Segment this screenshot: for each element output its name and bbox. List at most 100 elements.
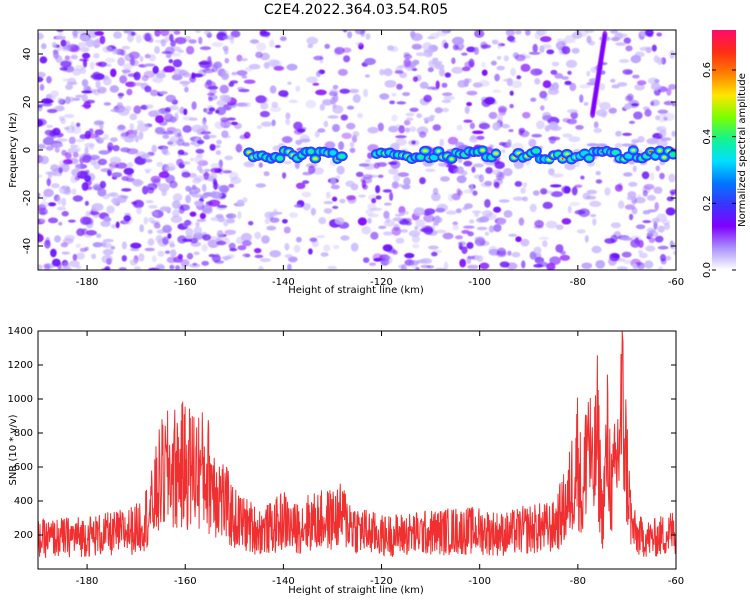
heatmap-noise-blob — [401, 184, 411, 190]
heatmap-noise-blob — [561, 218, 572, 225]
heatmap-noise-blob — [542, 240, 548, 248]
heatmap-noise-blob — [92, 242, 103, 248]
heatmap-noise-blob — [476, 226, 488, 231]
heatmap-noise-blob — [562, 118, 571, 123]
heatmap-noise-blob — [204, 30, 211, 36]
y-tick-label: 40 — [22, 48, 33, 61]
heatmap-noise-blob — [61, 197, 67, 207]
heatmap-noise-blob — [161, 146, 168, 155]
heatmap-noise-blob — [622, 69, 633, 75]
heatmap-noise-blob — [50, 248, 57, 258]
heatmap-noise-blob — [196, 218, 207, 222]
heatmap-noise-blob — [50, 164, 59, 172]
heatmap-noise-blob — [463, 119, 473, 123]
heatmap-noise-blob — [478, 216, 490, 223]
heatmap-noise-blob — [608, 257, 617, 266]
heatmap-noise-blob — [109, 85, 120, 93]
heatmap-noise-blob — [63, 163, 69, 173]
heatmap-noise-blob — [260, 121, 273, 127]
heatmap-noise-blob — [143, 63, 156, 67]
heatmap-noise-blob — [43, 188, 54, 198]
heatmap-noise-blob — [365, 33, 371, 40]
heatmap-noise-blob — [70, 144, 79, 148]
heatmap-noise-blob — [461, 246, 468, 255]
heatmap-noise-blob — [562, 133, 573, 138]
heatmap-noise-blob — [536, 30, 545, 36]
heatmap-noise-blob — [159, 91, 168, 95]
heatmap-noise-blob — [551, 61, 560, 67]
heatmap-noise-blob — [65, 125, 75, 134]
heatmap-noise-blob — [188, 39, 197, 44]
heatmap-noise-blob — [514, 54, 526, 62]
heatmap-noise-blob — [83, 85, 92, 92]
heatmap-noise-blob — [444, 72, 451, 78]
heatmap-noise-blob — [189, 237, 198, 244]
heatmap-noise-blob — [62, 78, 70, 82]
heatmap-noise-blob — [415, 219, 425, 228]
heatmap-noise-blob — [140, 153, 151, 159]
heatmap-noise-blob — [642, 210, 651, 215]
heatmap-noise-blob — [47, 174, 53, 179]
heatmap-noise-blob — [570, 111, 578, 120]
heatmap-noise-blob — [396, 101, 407, 105]
heatmap-noise-blob — [285, 118, 291, 126]
heatmap-noise-blob — [294, 204, 302, 208]
heatmap-noise-blob — [151, 144, 157, 153]
heatmap-noise-blob — [481, 69, 488, 76]
heatmap-noise-blob — [235, 143, 243, 153]
heatmap-noise-blob — [271, 119, 276, 127]
heatmap-noise-blob — [191, 101, 197, 110]
heatmap-noise-blob — [409, 107, 419, 113]
heatmap-noise-blob — [608, 107, 617, 114]
heatmap-noise-blob — [398, 183, 404, 188]
heatmap-noise-blob — [455, 235, 463, 240]
heatmap-noise-blob — [307, 43, 314, 49]
heatmap-noise-blob — [201, 121, 207, 125]
colorbar: 0.0 0.2 0.4 0.6 Normalized spectral amplitu… — [702, 30, 748, 278]
heatmap-noise-blob — [546, 49, 555, 55]
heatmap-noise-blob — [505, 30, 515, 37]
heatmap-noise-blob — [201, 260, 209, 266]
heatmap-noise-blob — [585, 195, 597, 200]
heatmap-noise-blob — [168, 240, 175, 246]
heatmap-noise-blob — [222, 94, 231, 103]
heatmap-noise-blob — [650, 101, 655, 106]
heatmap-noise-blob — [259, 258, 271, 263]
heatmap-noise-blob — [384, 255, 393, 265]
heatmap-noise-blob — [230, 30, 241, 38]
heatmap-noise-blob — [653, 221, 658, 230]
y-tick-label: -20 — [22, 190, 33, 206]
heatmap-noise-blob — [616, 33, 628, 38]
heatmap-noise-blob — [628, 120, 636, 124]
heatmap-noise-blob — [216, 106, 227, 116]
heatmap-noise-blob — [385, 214, 391, 224]
heatmap-noise-blob — [255, 183, 267, 188]
heatmap-noise-blob — [551, 173, 564, 178]
heatmap-noise-blob — [57, 31, 64, 37]
heatmap-noise-blob — [55, 35, 67, 40]
heatmap-noise-blob — [295, 85, 301, 92]
heatmap-noise-blob — [546, 262, 556, 270]
heatmap-noise-blob — [461, 170, 468, 176]
heatmap-noise-blob — [461, 66, 471, 72]
heatmap-noise-blob — [102, 242, 112, 249]
heatmap-noise-blob — [423, 214, 435, 223]
heatmap-noise-blob — [84, 142, 95, 148]
heatmap-signal-blob — [624, 153, 634, 159]
heatmap-noise-blob — [191, 124, 203, 133]
y-tick-label: 0 — [22, 147, 33, 153]
heatmap-noise-blob — [395, 135, 407, 139]
heatmap-noise-blob — [556, 38, 565, 42]
heatmap-noise-blob — [85, 38, 95, 48]
heatmap-noise-blob — [349, 141, 355, 148]
heatmap-noise-blob — [203, 134, 211, 140]
heatmap-noise-blob — [644, 30, 654, 37]
colorbar-tick-label: 0.4 — [702, 129, 713, 145]
heatmap-noise-blob — [432, 124, 441, 131]
heatmap-noise-blob — [668, 84, 676, 90]
heatmap-noise-blob — [39, 155, 49, 165]
heatmap-noise-blob — [138, 131, 144, 140]
heatmap-noise-blob — [278, 90, 289, 97]
heatmap-noise-blob — [535, 120, 545, 130]
heatmap-noise-blob — [632, 165, 637, 173]
